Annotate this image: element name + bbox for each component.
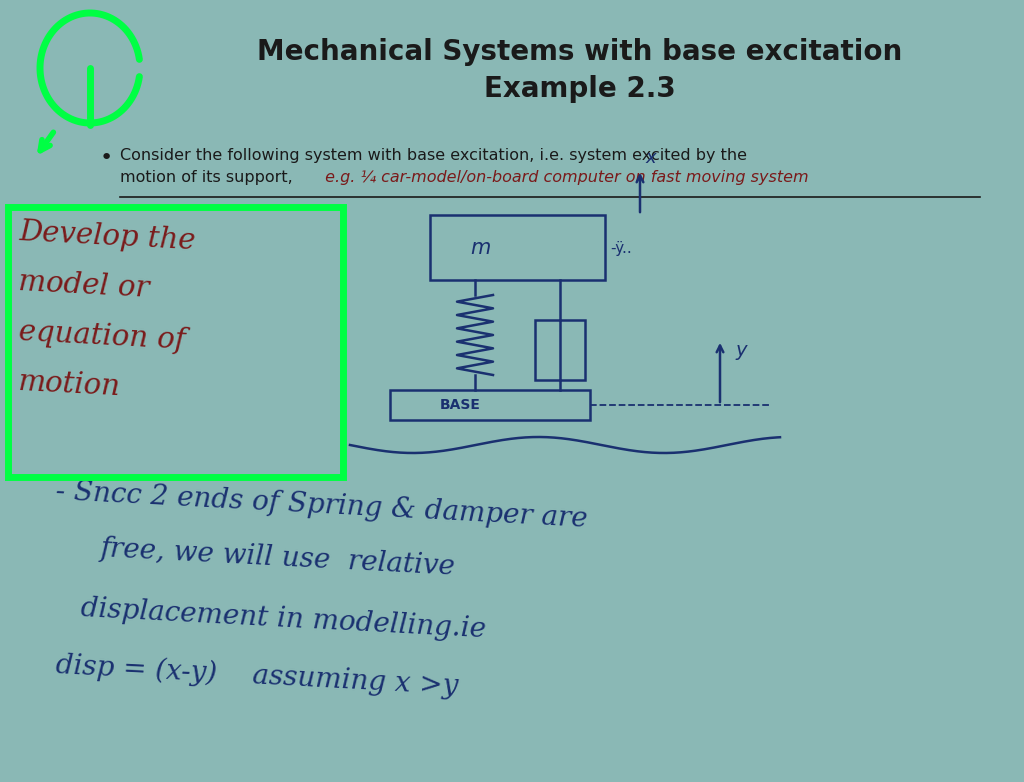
Text: •: • xyxy=(100,148,114,168)
Text: e.g. ¼ car-model/on-board computer on fast moving system: e.g. ¼ car-model/on-board computer on fa… xyxy=(319,170,809,185)
Text: free, we will use  relative: free, we will use relative xyxy=(100,535,457,580)
Text: displacement in modelling.ie: displacement in modelling.ie xyxy=(80,595,486,644)
Bar xyxy=(8,207,343,477)
Text: Mechanical Systems with base excitation: Mechanical Systems with base excitation xyxy=(257,38,902,66)
Text: y: y xyxy=(735,340,746,360)
Text: m: m xyxy=(470,238,490,258)
Text: Consider the following system with base excitation, i.e. system excited by the: Consider the following system with base … xyxy=(120,148,746,163)
Text: disp = (x-y)    assuming x >y: disp = (x-y) assuming x >y xyxy=(55,652,459,701)
Text: equation of: equation of xyxy=(18,318,186,355)
Text: Example 2.3: Example 2.3 xyxy=(484,75,676,103)
Text: motion of its support,: motion of its support, xyxy=(120,170,293,185)
Text: BASE: BASE xyxy=(439,398,480,412)
Bar xyxy=(430,215,605,280)
Text: motion: motion xyxy=(18,368,122,401)
Text: model or: model or xyxy=(18,268,151,303)
Text: -ÿ..: -ÿ.. xyxy=(610,241,632,256)
Text: x: x xyxy=(645,149,655,167)
Bar xyxy=(535,320,585,380)
Text: Develop the: Develop the xyxy=(18,218,197,255)
Bar xyxy=(390,390,590,420)
Text: - Sncc 2 ends of Spring & damper are: - Sncc 2 ends of Spring & damper are xyxy=(55,478,588,533)
